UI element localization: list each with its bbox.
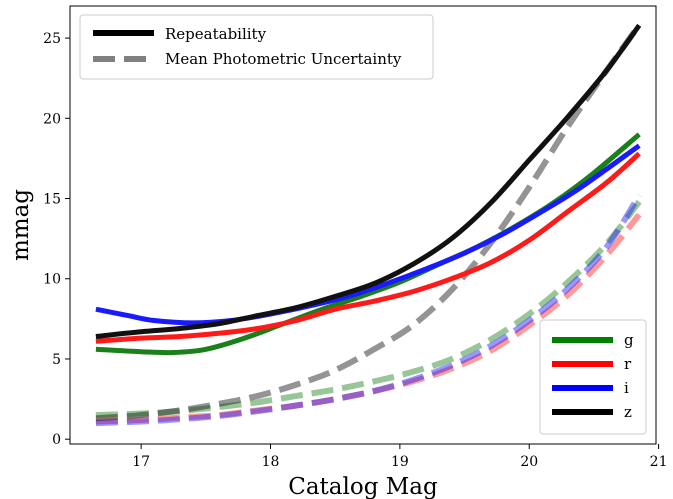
x-tick-label: 18 — [262, 454, 280, 470]
band-legend-label: i — [624, 379, 629, 397]
y-tick-label: 20 — [43, 111, 61, 127]
band-legend: g r i z — [539, 319, 647, 435]
x-tick-label: 19 — [391, 454, 409, 470]
series-uncertainty-g — [95, 199, 642, 419]
style-legend-label: Repeatability — [165, 25, 267, 43]
style-legend-label: Mean Photometric Uncertainty — [165, 50, 402, 68]
band-legend-label: r — [624, 355, 632, 373]
y-tick-label: 15 — [43, 192, 61, 208]
series-repeatability-z — [95, 23, 642, 339]
band-legend-label: g — [624, 331, 634, 349]
series-repeatability-r — [95, 151, 641, 344]
y-tick-label: 5 — [52, 352, 61, 368]
band-legend-label: z — [624, 403, 632, 421]
series-uncertainty-i — [95, 193, 642, 427]
x-axis-label: Catalog Mag — [288, 474, 438, 499]
y-axis-label: mmag — [8, 189, 34, 261]
plot-frame — [69, 5, 657, 445]
axis-ticks: 17 18 19 20 21 0 5 10 15 20 25 — [43, 31, 667, 470]
x-tick-label: 21 — [650, 454, 668, 470]
x-tick-label: 17 — [132, 454, 150, 470]
style-legend-box — [79, 14, 434, 80]
y-tick-label: 25 — [43, 31, 61, 47]
series-repeatability-i — [95, 143, 641, 326]
y-tick-label: 0 — [52, 432, 61, 448]
series-uncertainty-z — [95, 23, 642, 422]
series-uncertainty-r — [95, 212, 642, 425]
band-legend-box — [539, 319, 647, 435]
y-tick-label: 10 — [43, 272, 61, 288]
style-legend: Repeatability Mean Photometric Uncertain… — [79, 14, 434, 80]
series-lines — [95, 23, 642, 427]
x-tick-label: 20 — [520, 454, 538, 470]
